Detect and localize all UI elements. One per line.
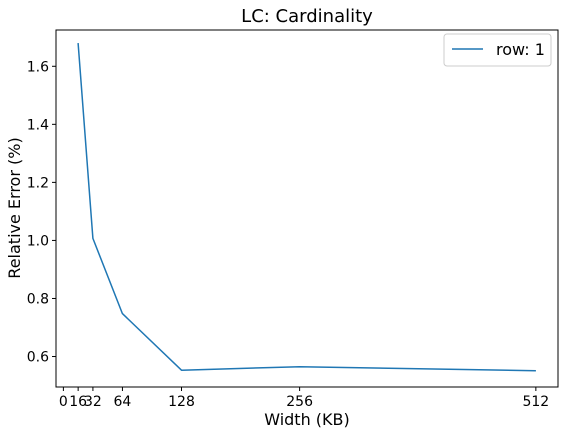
x-tick-label: 256 xyxy=(286,394,313,410)
series-line xyxy=(77,43,536,372)
legend: row: 1 xyxy=(443,33,552,67)
legend-box xyxy=(443,33,552,67)
x-tick-label: 128 xyxy=(168,394,195,410)
x-tick-label: 0 xyxy=(59,394,68,410)
y-axis: 0.6 0.8 1.0 1.2 1.4 1.6 xyxy=(27,59,56,366)
x-tick-label: 512 xyxy=(522,394,549,410)
y-tick-label: 1.0 xyxy=(27,233,49,249)
chart-title: LC: Cardinality xyxy=(241,6,373,27)
plot-frame xyxy=(55,29,559,388)
legend-label: row: 1 xyxy=(496,40,545,59)
y-tick-label: 1.2 xyxy=(27,175,49,191)
x-axis-label: Width (KB) xyxy=(264,410,350,429)
x-tick-label: 64 xyxy=(114,394,132,410)
y-tick-label: 0.8 xyxy=(27,291,49,307)
x-tick-label: 16 xyxy=(69,394,87,410)
plot-area xyxy=(55,29,559,388)
series-layer xyxy=(77,43,536,372)
y-axis-label: Relative Error (%) xyxy=(5,137,24,278)
y-tick-label: 1.6 xyxy=(27,59,49,75)
y-tick-label: 1.4 xyxy=(27,117,49,133)
y-tick-label: 0.6 xyxy=(27,350,49,366)
x-tick-label: 32 xyxy=(84,394,102,410)
